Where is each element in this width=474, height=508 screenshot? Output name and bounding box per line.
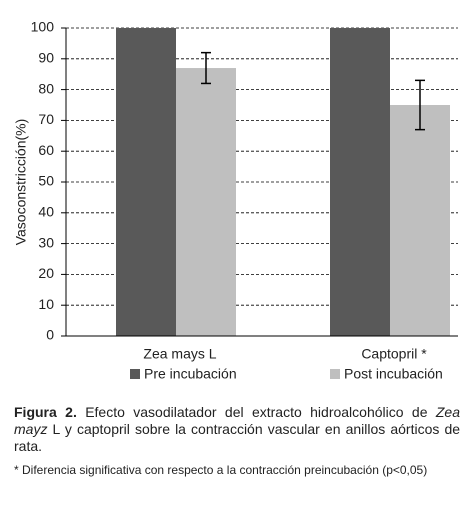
footnote: * Diferencia significativa con respecto … xyxy=(14,463,428,477)
bar xyxy=(116,28,176,336)
caption-italic: Zea mayz xyxy=(14,404,460,437)
y-tick-label: 100 xyxy=(31,19,55,35)
legend-swatch xyxy=(330,369,340,379)
caption-text: L y captopril sobre la contracción vascu… xyxy=(14,421,461,454)
legend-swatch xyxy=(130,369,140,379)
y-tick-label: 80 xyxy=(38,80,54,96)
x-tick-label: Captopril * xyxy=(361,346,427,362)
error-bar xyxy=(201,51,211,85)
caption: Figura 2. Efecto vasodilatador del extra… xyxy=(14,404,460,455)
chart: Vasoconstricción(%) 0 10 20 30 40 50 60 70 80 90 1… xyxy=(13,19,458,382)
caption-label: Figura 2. xyxy=(14,404,77,420)
caption-text: Efecto vasodilatador del extracto hidroa… xyxy=(85,404,428,420)
y-tick-label: 10 xyxy=(38,296,54,312)
y-tick-label: 0 xyxy=(46,327,54,343)
y-tick-label: 90 xyxy=(38,50,54,66)
error-bar xyxy=(415,79,425,131)
y-tick-label: 30 xyxy=(38,234,54,250)
y-axis-label: Vasoconstricción(%) xyxy=(13,119,29,246)
bar xyxy=(330,28,390,336)
y-tick-label: 40 xyxy=(38,204,54,220)
bar xyxy=(176,68,236,336)
legend-label: Pre incubación xyxy=(144,366,237,382)
x-tick-label: Zea mays L xyxy=(143,346,216,362)
y-tick-label: 70 xyxy=(38,111,54,127)
y-tick-label: 20 xyxy=(38,265,54,281)
legend-label: Post incubación xyxy=(344,366,443,382)
y-tick-label: 50 xyxy=(38,173,54,189)
y-tick-label: 60 xyxy=(38,142,54,158)
bar xyxy=(390,105,450,336)
